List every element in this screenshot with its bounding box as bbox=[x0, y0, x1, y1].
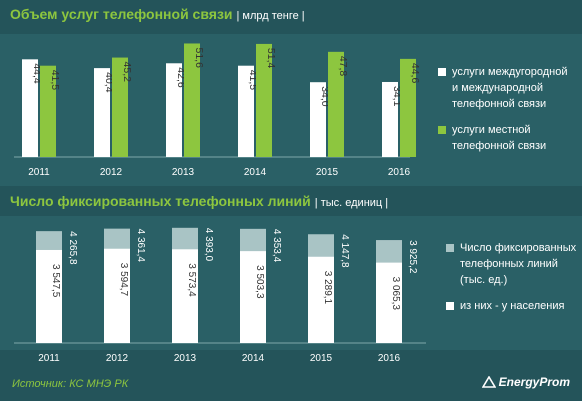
chart1-data-label: 41,5 bbox=[49, 70, 61, 91]
chart1-x-tick: 2011 bbox=[28, 167, 50, 178]
legend1-label-2a: услуги местной bbox=[452, 124, 531, 136]
chart2-data-label-population: 3 065,3 bbox=[390, 277, 401, 311]
legend1-label-1a: услуги междугородной bbox=[452, 66, 568, 78]
legend2-item-population: из них - у населения bbox=[446, 298, 576, 314]
logo-text: EnergyProm bbox=[498, 375, 570, 389]
chart1-bar-local-2011 bbox=[40, 65, 56, 157]
chart2-data-label-population: 3 547,5 bbox=[50, 264, 61, 298]
chart2-unit: | тыс. единиц | bbox=[314, 197, 389, 209]
chart1-x-tick: 2015 bbox=[316, 167, 339, 178]
chart1-bar-longdistance-2011 bbox=[22, 59, 38, 157]
legend2-item-total: Число фиксированных телефонных линий (ты… bbox=[446, 240, 576, 288]
chart1-bar-local-2012 bbox=[112, 57, 128, 158]
chart1-data-label: 51,4 bbox=[265, 48, 277, 69]
chart1-bar-local-2016 bbox=[400, 58, 416, 157]
chart2-bar-population-2011 bbox=[36, 249, 62, 343]
chart2-x-tick: 2014 bbox=[242, 353, 265, 364]
chart1-data-label: 44,6 bbox=[409, 63, 421, 84]
chart2-data-label-population: 3 573,4 bbox=[186, 263, 197, 297]
chart2-x-tick: 2011 bbox=[38, 353, 60, 364]
chart1-data-label: 51,6 bbox=[193, 47, 205, 68]
legend2-label-1a: Число фиксированных bbox=[460, 242, 577, 254]
chart1-bar-longdistance-2012 bbox=[94, 68, 110, 157]
legend1-item-longdistance: услуги междугородной и международной тел… bbox=[438, 64, 567, 112]
chart2-data-label-total: 3 925,2 bbox=[407, 240, 418, 274]
chart1-title: Объем услуг телефонной связи | млрд тенге… bbox=[10, 6, 305, 22]
chart2-x-tick: 2016 bbox=[378, 353, 401, 364]
chart1-bar-longdistance-2015 bbox=[310, 82, 326, 157]
chart2-bar-population-2012 bbox=[104, 248, 130, 343]
chart1-data-label: 45,2 bbox=[121, 62, 133, 83]
chart2-data-label-total: 4 147,8 bbox=[339, 234, 350, 268]
chart1-x-tick: 2016 bbox=[388, 167, 411, 178]
chart1-x-tick: 2012 bbox=[100, 167, 123, 178]
logo-icon bbox=[481, 376, 496, 388]
legend2-swatch-population bbox=[446, 302, 454, 310]
chart1-bar-local-2013 bbox=[184, 43, 200, 158]
chart2-data-label-total: 4 393,0 bbox=[203, 228, 214, 262]
chart1-bar-longdistance-2016 bbox=[382, 81, 398, 157]
chart2-data-label-population: 3 289,1 bbox=[322, 271, 333, 305]
chart1-x-tick: 2014 bbox=[244, 167, 267, 178]
chart2-bar-population-2014 bbox=[240, 251, 266, 343]
chart2-bar-population-2016 bbox=[376, 262, 402, 343]
chart2-panel bbox=[0, 216, 582, 350]
chart1-bar-longdistance-2013 bbox=[166, 63, 182, 157]
chart2-legend: Число фиксированных телефонных линий (ты… bbox=[446, 240, 576, 324]
chart1-bar-local-2014 bbox=[256, 43, 272, 157]
legend1-label-1b: и международной bbox=[452, 82, 543, 94]
source-note: Источник: КС МНЭ РК bbox=[12, 378, 129, 390]
chart1-legend: услуги междугородной и международной тел… bbox=[438, 64, 567, 164]
chart1-unit: | млрд тенге | bbox=[236, 10, 305, 22]
legend2-label-1c: (тыс. ед.) bbox=[460, 274, 508, 286]
chart2-data-label-population: 3 594,7 bbox=[118, 263, 129, 297]
chart2-data-label-population: 3 503,3 bbox=[254, 265, 265, 299]
legend1-label-2b: телефонной связи bbox=[452, 140, 547, 152]
chart2-bar-population-2013 bbox=[172, 249, 198, 343]
chart1-bar-local-2015 bbox=[328, 51, 344, 158]
chart2-title: Число фиксированных телефонных линий | ты… bbox=[10, 193, 389, 209]
legend2-swatch-total bbox=[446, 244, 454, 252]
chart2-x-tick: 2015 bbox=[310, 353, 333, 364]
chart1-data-label: 47,8 bbox=[337, 56, 349, 77]
legend1-swatch-white bbox=[438, 68, 446, 76]
energyprom-logo: EnergyProm bbox=[481, 375, 570, 389]
chart2-data-label-total: 4 361,4 bbox=[135, 229, 146, 263]
chart2-data-label-total: 4 265,8 bbox=[67, 231, 78, 265]
legend1-swatch-green bbox=[438, 126, 446, 134]
chart2-x-tick: 2012 bbox=[106, 353, 129, 364]
legend1-item-local: услуги местной телефонной связи bbox=[438, 122, 567, 154]
chart2-x-tick: 2013 bbox=[174, 353, 197, 364]
legend2-label-2: из них - у населения bbox=[460, 300, 565, 312]
chart1-bar-longdistance-2014 bbox=[238, 65, 254, 157]
chart2-bar-population-2015 bbox=[308, 256, 334, 343]
chart2-data-label-total: 4 353,4 bbox=[271, 229, 282, 263]
legend1-label-1c: телефонной связи bbox=[452, 98, 547, 110]
legend2-label-1b: телефонных линий bbox=[460, 258, 558, 270]
chart1-x-tick: 2013 bbox=[172, 167, 195, 178]
